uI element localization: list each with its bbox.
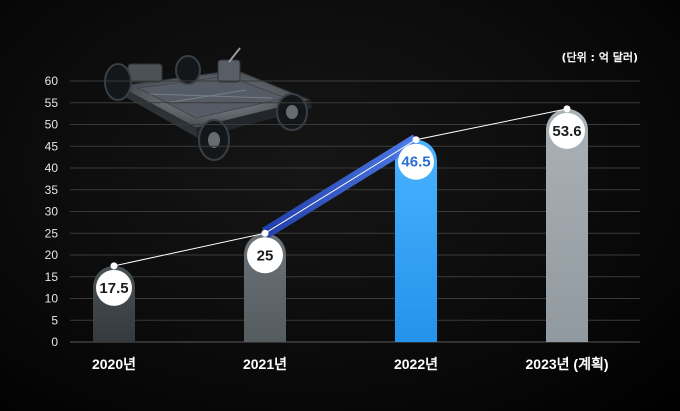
y-tick-label: 40 bbox=[45, 161, 59, 175]
value-label-bubble bbox=[549, 112, 585, 149]
trend-point bbox=[563, 105, 571, 113]
y-tick-label: 20 bbox=[45, 248, 59, 262]
x-category-label: 2022년 bbox=[394, 356, 438, 372]
value-label: 53.6 bbox=[552, 123, 581, 140]
y-tick-label: 60 bbox=[45, 74, 59, 88]
y-tick-label: 0 bbox=[51, 335, 58, 349]
bars bbox=[93, 108, 588, 342]
grid bbox=[70, 80, 640, 343]
y-axis: 0 5 10 15 20 25 30 35 40 45 50 55 60 bbox=[45, 74, 59, 349]
value-label-bubble bbox=[247, 237, 283, 274]
y-tick-label: 50 bbox=[45, 118, 59, 132]
value-labels: 17.5 25 46.5 53.6 bbox=[96, 112, 585, 306]
x-category-label: 2023년 (계획) bbox=[526, 356, 609, 372]
x-category-label: 2021년 bbox=[243, 356, 287, 372]
trend-point bbox=[261, 229, 269, 237]
y-tick-label: 35 bbox=[45, 183, 59, 197]
unit-note: (단위 : 억 달러) bbox=[561, 50, 638, 64]
y-tick-label: 10 bbox=[45, 292, 59, 306]
bar bbox=[395, 139, 437, 342]
trend-point bbox=[110, 262, 118, 270]
trend-point bbox=[412, 136, 420, 144]
x-axis: 2020년 2021년 2022년 2023년 (계획) bbox=[92, 356, 609, 372]
ev-chassis-illustration bbox=[104, 47, 312, 161]
y-tick-label: 15 bbox=[45, 270, 59, 284]
value-label: 46.5 bbox=[401, 154, 430, 171]
y-tick-label: 30 bbox=[45, 205, 59, 219]
value-label: 25 bbox=[257, 247, 274, 264]
y-tick-label: 55 bbox=[45, 96, 59, 110]
value-label-bubble bbox=[398, 143, 434, 180]
y-tick-label: 25 bbox=[45, 226, 59, 240]
trend-polyline bbox=[113, 108, 568, 267]
value-label-bubble bbox=[96, 269, 132, 306]
value-label: 17.5 bbox=[99, 280, 128, 297]
bar bbox=[546, 108, 588, 342]
x-category-label: 2020년 bbox=[92, 356, 136, 372]
trend-line bbox=[110, 105, 571, 270]
y-tick-label: 5 bbox=[51, 313, 58, 327]
y-tick-label: 45 bbox=[45, 139, 59, 153]
